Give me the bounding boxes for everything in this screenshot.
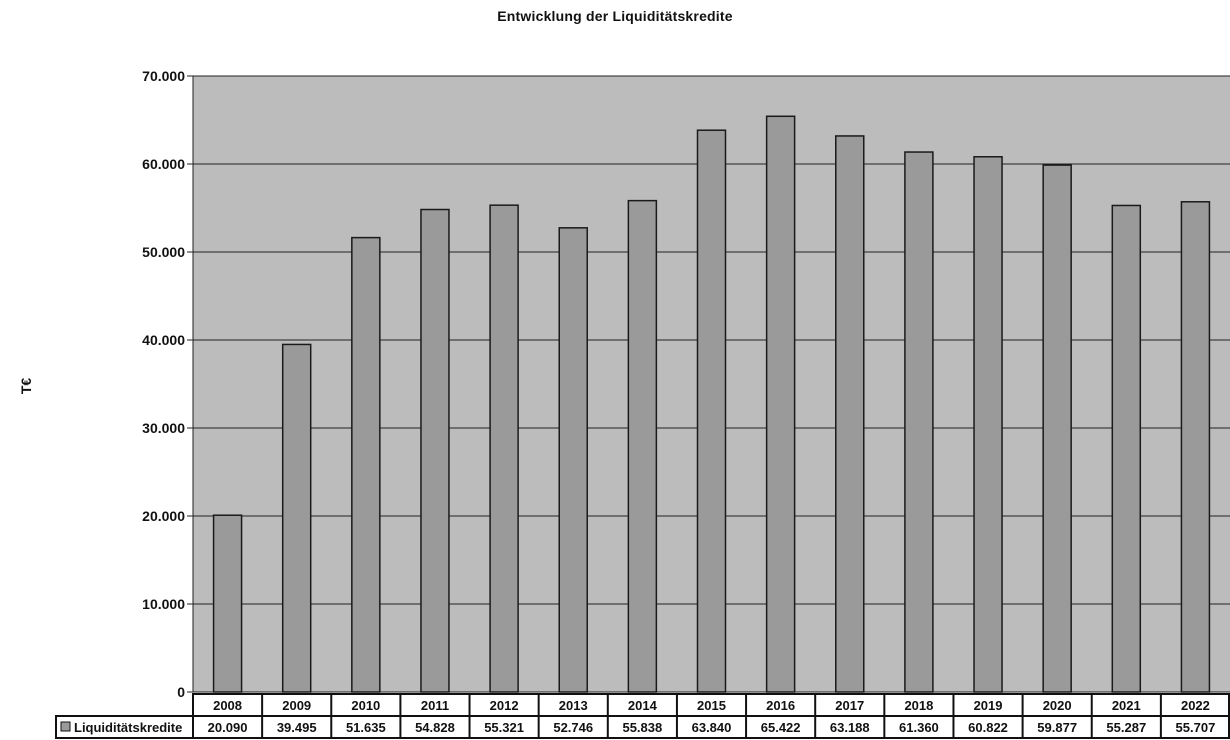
bar-2012 <box>489 204 519 693</box>
y-tick-label: 0 <box>177 684 185 700</box>
data-value-label: 20.090 <box>208 720 248 735</box>
chart-title: Entwicklung der Liquiditätskredite <box>497 8 733 24</box>
bar-2018 <box>904 151 934 693</box>
data-value-label: 63.188 <box>830 720 870 735</box>
data-value-label: 52.746 <box>553 720 593 735</box>
x-category-label: 2010 <box>351 698 380 713</box>
bar-2015 <box>696 129 727 693</box>
y-tick-label: 50.000 <box>142 244 185 260</box>
y-tick-label: 30.000 <box>142 420 185 436</box>
x-category-label: 2022 <box>1181 698 1210 713</box>
data-value-label: 60.822 <box>968 720 1008 735</box>
x-category-label: 2020 <box>1043 698 1072 713</box>
x-category-label: 2012 <box>490 698 519 713</box>
data-value-label: 54.828 <box>415 720 455 735</box>
y-tick-label: 40.000 <box>142 332 185 348</box>
x-category-label: 2011 <box>421 698 449 713</box>
bar-2021 <box>1111 204 1142 693</box>
y-tick-label: 10.000 <box>142 596 185 612</box>
data-value-label: 61.360 <box>899 720 939 735</box>
bar-2022 <box>1180 201 1211 693</box>
data-value-label: 59.877 <box>1037 720 1077 735</box>
x-category-label: 2017 <box>835 698 864 713</box>
data-value-label: 55.321 <box>484 720 524 735</box>
bar-2010 <box>351 236 381 693</box>
x-category-label: 2019 <box>974 698 1003 713</box>
data-value-label: 51.635 <box>346 720 386 735</box>
legend-series-name: Liquiditätskredite <box>74 720 182 735</box>
x-category-label: 2018 <box>904 698 933 713</box>
x-category-label: 2008 <box>213 698 242 713</box>
data-value-label: 39.495 <box>277 720 317 735</box>
bar-2011 <box>420 208 450 693</box>
bar-2017 <box>835 135 865 693</box>
data-value-label: 65.422 <box>761 720 801 735</box>
bar-2019 <box>973 156 1003 693</box>
y-tick-label: 60.000 <box>142 156 185 172</box>
data-value-label: 55.707 <box>1176 720 1216 735</box>
data-value-label: 63.840 <box>692 720 732 735</box>
y-tick-label: 70.000 <box>142 68 185 84</box>
bar-2016 <box>765 115 796 693</box>
x-category-label: 2015 <box>697 698 726 713</box>
x-category-label: 2013 <box>559 698 588 713</box>
data-table-row-header <box>55 715 194 739</box>
x-category-label: 2016 <box>766 698 795 713</box>
x-category-label: 2021 <box>1112 698 1141 713</box>
x-category-label: 2014 <box>628 698 658 713</box>
bar-2008 <box>212 514 243 693</box>
y-tick-label: 20.000 <box>142 508 185 524</box>
bar-2020 <box>1042 164 1072 693</box>
data-value-label: 55.287 <box>1106 720 1146 735</box>
bar-2014 <box>627 199 658 693</box>
data-value-label: 55.838 <box>622 720 662 735</box>
bar-2013 <box>558 227 588 693</box>
legend-key <box>60 721 71 732</box>
bar-2009 <box>281 343 312 693</box>
x-category-label: 2009 <box>282 698 311 713</box>
